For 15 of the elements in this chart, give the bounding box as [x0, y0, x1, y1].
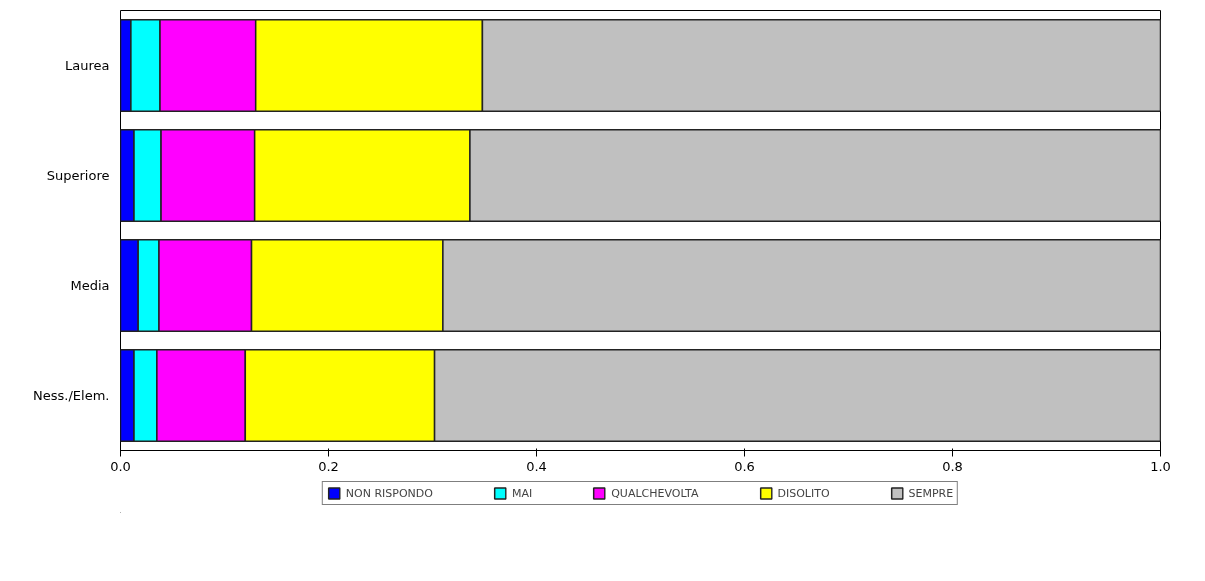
- legend-label: MAI: [511, 486, 533, 500]
- x-tick-label: 1.0: [1150, 458, 1171, 474]
- y-tick-label: Superiore: [46, 168, 110, 183]
- y-tick-label: Ness./Elem.: [33, 388, 110, 403]
- x-tick-label: 0.6: [734, 458, 755, 474]
- x-tick-label: 0.8: [942, 458, 963, 474]
- legend-label: SEMPRE: [908, 486, 954, 500]
- y-tick-label: Media: [70, 278, 110, 293]
- x-tick-label: 0.2: [318, 458, 339, 474]
- legend-label: DISOLITO: [777, 486, 830, 500]
- y-tick-label: Laurea: [65, 58, 110, 73]
- x-tick-label: 0.0: [110, 458, 131, 474]
- legend-label: QUALCHEVOLTA: [611, 486, 699, 500]
- legend-label: NON RISPONDO: [345, 486, 433, 500]
- x-tick-label: 0.4: [526, 458, 547, 474]
